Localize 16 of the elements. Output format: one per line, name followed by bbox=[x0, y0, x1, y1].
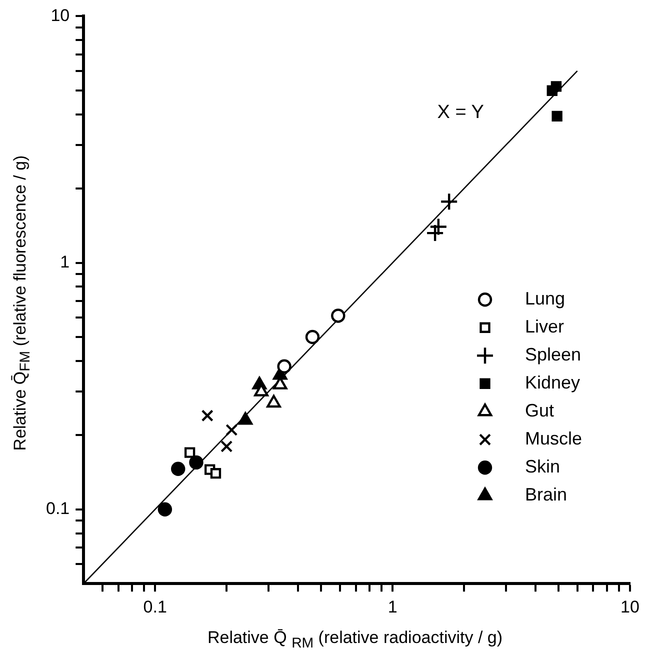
x-tick-label: 0.1 bbox=[143, 597, 167, 616]
legend-label: Muscle bbox=[525, 428, 582, 449]
x-tick-label: 1 bbox=[388, 597, 398, 616]
y-tick-label: 1 bbox=[60, 252, 70, 272]
legend-label: Skin bbox=[525, 456, 560, 477]
legend-label: Brain bbox=[525, 484, 568, 505]
y-tick-label: 10 bbox=[50, 6, 70, 25]
legend-label: Gut bbox=[525, 400, 554, 421]
legend-label: Lung bbox=[525, 288, 566, 309]
legend-label: Kidney bbox=[525, 372, 580, 393]
x-tick-label: 10 bbox=[620, 597, 640, 616]
annotation: X = Y bbox=[437, 102, 484, 123]
x-axis-title: Relative Q̄ $_{RM}$ (relative radioactivity / g) bbox=[206, 628, 504, 652]
y-tick-label: 0.1 bbox=[46, 499, 70, 518]
legend-label: Spleen bbox=[525, 344, 582, 365]
legend-label: Liver bbox=[525, 316, 564, 337]
